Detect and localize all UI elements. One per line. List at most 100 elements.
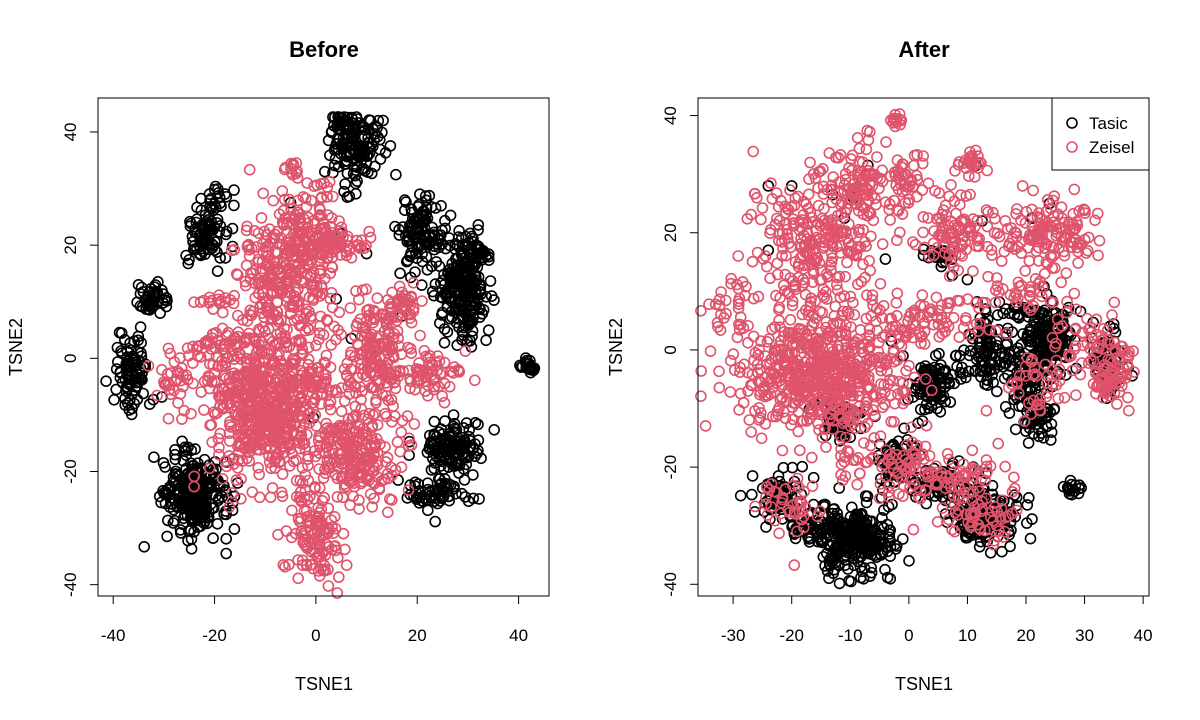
data-point	[228, 387, 241, 400]
data-point	[214, 252, 226, 264]
data-point	[265, 286, 278, 299]
data-point	[405, 247, 417, 259]
data-point	[404, 373, 416, 385]
data-point	[351, 113, 363, 125]
data-point	[121, 360, 134, 372]
data-point	[220, 547, 232, 560]
data-point	[745, 488, 758, 501]
data-point	[433, 317, 446, 329]
data-point	[315, 192, 328, 205]
data-point	[211, 265, 224, 278]
data-point	[428, 380, 441, 393]
data-point	[293, 212, 306, 224]
data-point	[793, 444, 806, 457]
data-point	[168, 484, 181, 497]
data-point	[407, 276, 420, 289]
data-point	[359, 322, 372, 335]
data-point	[278, 322, 290, 335]
data-point	[249, 291, 262, 304]
data-point	[288, 290, 301, 302]
data-point	[410, 486, 422, 499]
data-point	[762, 180, 775, 192]
data-point	[447, 273, 459, 286]
y-tick-label: 40	[61, 122, 80, 141]
data-point	[241, 240, 254, 253]
data-point	[273, 348, 285, 361]
data-point	[211, 517, 224, 530]
data-point	[291, 165, 304, 177]
data-point	[284, 243, 297, 256]
x-tick-label: 40	[509, 626, 528, 645]
data-point	[326, 261, 339, 274]
data-point	[349, 350, 361, 363]
data-point	[443, 232, 456, 244]
data-point	[293, 335, 306, 348]
data-point	[324, 403, 337, 416]
data-point	[154, 307, 166, 319]
data-point	[428, 226, 440, 239]
y-tick-label: -40	[61, 572, 80, 597]
data-point	[272, 246, 284, 259]
data-point	[468, 374, 481, 387]
data-point	[341, 150, 353, 163]
data-point	[280, 398, 293, 411]
data-point	[340, 158, 352, 170]
data-point	[462, 495, 475, 508]
data-point	[298, 250, 311, 263]
data-point	[202, 237, 215, 250]
data-point	[467, 299, 480, 312]
data-point	[796, 460, 809, 473]
data-point	[425, 201, 438, 213]
data-point	[398, 194, 411, 206]
data-point	[303, 259, 315, 272]
data-point	[473, 243, 486, 256]
data-point	[321, 313, 333, 326]
data-point	[204, 419, 216, 432]
data-point	[429, 457, 441, 469]
data-point	[395, 461, 408, 474]
data-point	[209, 408, 221, 420]
data-point	[393, 280, 406, 293]
data-point	[1022, 437, 1035, 449]
data-point	[301, 225, 314, 238]
data-point	[347, 167, 360, 180]
data-point	[448, 480, 460, 493]
data-point	[385, 393, 398, 406]
data-point	[315, 210, 327, 222]
x-tick-label: 20	[408, 626, 427, 645]
data-point	[413, 239, 425, 252]
data-point	[1004, 540, 1016, 553]
data-point	[220, 191, 233, 203]
data-point	[169, 448, 181, 461]
before-title: Before	[289, 37, 359, 62]
data-point	[340, 246, 353, 258]
data-point	[820, 441, 832, 453]
before-x-label: TSNE1	[295, 674, 353, 694]
data-point	[332, 160, 345, 173]
data-point	[301, 254, 314, 267]
data-point	[360, 239, 372, 252]
data-point	[276, 185, 289, 197]
data-point	[421, 477, 434, 490]
data-point	[303, 305, 315, 318]
data-point	[745, 426, 758, 438]
data-point	[699, 420, 712, 432]
data-point	[833, 577, 846, 590]
data-point	[311, 248, 324, 260]
data-point	[314, 267, 327, 280]
data-point	[349, 169, 362, 182]
data-point	[186, 230, 199, 243]
data-point	[394, 445, 407, 458]
data-point	[792, 425, 805, 438]
data-point	[232, 269, 244, 281]
data-point	[435, 482, 448, 495]
data-point	[251, 368, 264, 381]
data-point	[320, 417, 333, 430]
data-point	[256, 274, 269, 287]
data-point	[252, 227, 265, 239]
data-point	[387, 400, 399, 412]
data-point	[447, 409, 460, 421]
data-point	[252, 461, 265, 474]
